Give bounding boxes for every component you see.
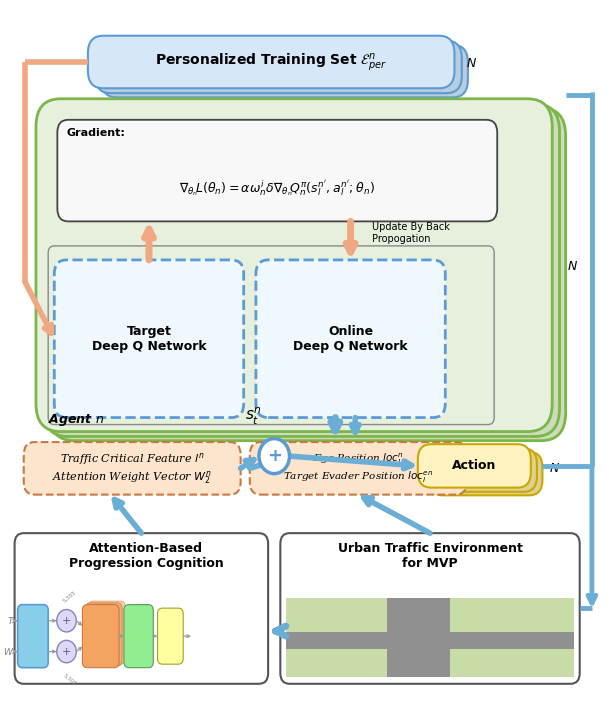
FancyArrowPatch shape [183, 635, 190, 637]
FancyBboxPatch shape [36, 99, 552, 432]
FancyArrowPatch shape [114, 500, 141, 533]
FancyBboxPatch shape [88, 36, 454, 88]
Bar [287, 632, 573, 649]
Text: Update By Back
Propogation: Update By Back Propogation [372, 223, 450, 244]
FancyBboxPatch shape [44, 104, 559, 437]
Text: 5,305: 5,305 [62, 673, 77, 687]
Text: Agent $n$: Agent $n$ [48, 412, 104, 428]
Text: Traffic Critical Feature $l^n$
Attention Weight Vector $W_2^n$: Traffic Critical Feature $l^n$ Attention… [52, 451, 212, 486]
Text: $W$: $W$ [4, 646, 15, 657]
FancyArrowPatch shape [346, 221, 355, 252]
FancyBboxPatch shape [250, 442, 467, 495]
FancyArrowPatch shape [119, 635, 123, 637]
FancyBboxPatch shape [158, 608, 183, 664]
FancyBboxPatch shape [57, 120, 497, 221]
FancyBboxPatch shape [124, 604, 154, 668]
FancyArrowPatch shape [276, 626, 286, 636]
Bar [387, 599, 450, 677]
Text: Gradient:: Gradient: [66, 128, 125, 138]
FancyArrowPatch shape [13, 650, 16, 654]
FancyArrowPatch shape [363, 498, 430, 533]
Text: Action: Action [452, 459, 497, 472]
Text: Ego Position $loc_l^n$
Target Evader Position $loc_l^{en}$: Ego Position $loc_l^n$ Target Evader Pos… [283, 452, 433, 485]
FancyBboxPatch shape [429, 452, 542, 496]
FancyArrowPatch shape [331, 418, 340, 431]
FancyBboxPatch shape [95, 41, 462, 93]
FancyArrowPatch shape [351, 418, 359, 432]
FancyBboxPatch shape [418, 444, 531, 488]
Circle shape [56, 640, 76, 663]
Text: $T$: $T$ [7, 615, 15, 626]
FancyBboxPatch shape [48, 246, 494, 425]
FancyBboxPatch shape [15, 533, 268, 684]
FancyArrowPatch shape [76, 621, 81, 625]
Text: $\nabla_{\theta_n}\!L(\theta_n)=\alpha\omega_n^i\delta\nabla_{\theta_n}\!Q_n^{\p: $\nabla_{\theta_n}\!L(\theta_n)=\alpha\o… [179, 178, 375, 198]
Text: +: + [62, 647, 71, 656]
FancyBboxPatch shape [101, 45, 468, 98]
FancyArrowPatch shape [48, 650, 55, 653]
Text: 5,305: 5,305 [62, 589, 77, 603]
FancyBboxPatch shape [281, 533, 580, 684]
FancyBboxPatch shape [88, 601, 125, 664]
FancyArrowPatch shape [144, 229, 154, 260]
FancyBboxPatch shape [54, 260, 244, 418]
FancyBboxPatch shape [24, 442, 241, 495]
Text: N: N [467, 58, 476, 70]
FancyArrowPatch shape [241, 460, 254, 468]
FancyBboxPatch shape [256, 260, 445, 418]
Text: +: + [266, 447, 282, 465]
FancyArrowPatch shape [48, 619, 55, 622]
FancyArrowPatch shape [76, 647, 81, 651]
Text: N: N [567, 260, 577, 273]
FancyBboxPatch shape [85, 603, 122, 666]
FancyArrowPatch shape [588, 466, 596, 603]
FancyBboxPatch shape [424, 449, 537, 492]
Text: Online
Deep Q Network: Online Deep Q Network [293, 325, 408, 352]
FancyArrowPatch shape [154, 635, 156, 637]
Text: N: N [550, 461, 559, 475]
Circle shape [259, 439, 290, 474]
Text: Personalized Training Set $\mathcal{E}_{per}^{n}$: Personalized Training Set $\mathcal{E}_{… [155, 51, 387, 73]
FancyBboxPatch shape [49, 108, 565, 441]
FancyBboxPatch shape [287, 599, 573, 677]
FancyBboxPatch shape [82, 604, 119, 668]
FancyArrowPatch shape [25, 282, 52, 333]
FancyBboxPatch shape [18, 604, 48, 668]
Text: Attention-Based
Progression Cognition: Attention-Based Progression Cognition [69, 541, 223, 569]
FancyArrowPatch shape [290, 456, 411, 469]
Circle shape [56, 609, 76, 632]
Text: +: + [62, 616, 71, 625]
Text: Urban Traffic Environment
for MVP: Urban Traffic Environment for MVP [338, 541, 523, 569]
FancyArrowPatch shape [250, 456, 284, 468]
Text: $s_t^n$: $s_t^n$ [244, 406, 261, 427]
FancyArrowPatch shape [13, 619, 16, 623]
Text: Target
Deep Q Network: Target Deep Q Network [91, 325, 206, 352]
